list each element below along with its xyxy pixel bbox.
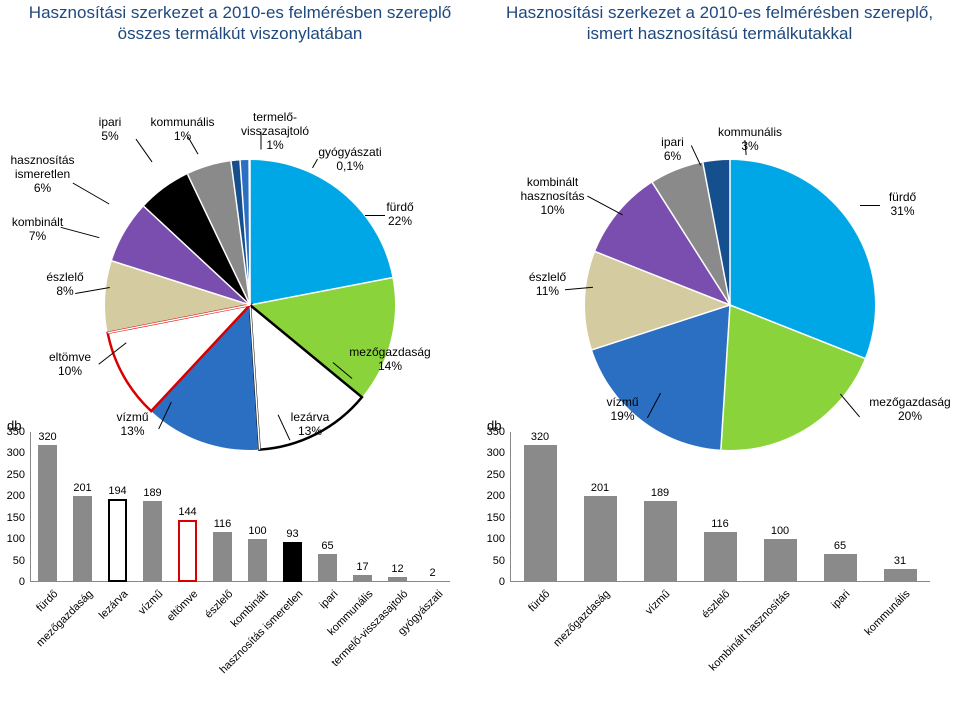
left-pie-wrap: fürdő 22%gyógyászati 0,1%termelő- vissza…	[0, 45, 480, 465]
bar	[248, 539, 267, 582]
bar	[73, 496, 92, 582]
pie-slice-label: eltömve 10%	[35, 350, 105, 379]
bar	[524, 445, 557, 582]
bar	[704, 532, 737, 582]
bar	[108, 499, 127, 582]
left-db-label: db	[7, 418, 21, 434]
pie-slice-label: kommunális 1%	[140, 115, 225, 144]
pie-slice-label: ipari 6%	[650, 135, 695, 164]
left-title: Hasznosítási szerkezet a 2010-es felméré…	[0, 0, 480, 45]
right-bar-chart: 050100150200250300350320fürdő201mezőgazd…	[510, 432, 930, 582]
pie-slice-label: észlelő 11%	[515, 270, 580, 299]
pie-slice-label: mezőgazdaság 20%	[855, 395, 959, 424]
right-pie-wrap: fürdő 31% kommunális 3% ipari 6% kombinált …	[480, 45, 959, 465]
pie-slice-label: hasznosítás ismeretlen 6%	[0, 153, 90, 196]
bar	[884, 569, 917, 582]
left-panel: Hasznosítási szerkezet a 2010-es felméré…	[0, 0, 480, 719]
bar	[584, 496, 617, 582]
pie-slice-label: termelő- visszasajtoló 1%	[225, 110, 325, 153]
bar	[178, 520, 197, 582]
bar	[644, 501, 677, 582]
pie-slice-label: észlelő 8%	[35, 270, 95, 299]
right-panel: Hasznosítási szerkezet a 2010-es felméré…	[480, 0, 959, 719]
pie-slice-label: kommunális 3%	[705, 125, 795, 154]
bar	[38, 445, 57, 582]
pie-slice-label: kombinált hasznosítás 10%	[505, 175, 600, 218]
bar	[764, 539, 797, 582]
left-bar-chart: 050100150200250300350320fürdő201mezőgazd…	[30, 432, 450, 582]
pie-slice-label: vízmű 19%	[595, 395, 650, 424]
bar	[423, 581, 442, 582]
bar	[824, 554, 857, 582]
bar	[388, 577, 407, 582]
right-db-label: db	[487, 418, 501, 434]
bar	[213, 532, 232, 582]
bar	[353, 575, 372, 582]
right-title: Hasznosítási szerkezet a 2010-es felméré…	[480, 0, 959, 45]
bar	[318, 554, 337, 582]
bar	[283, 542, 302, 582]
pie-slice-label: mezőgazdaság 14%	[335, 345, 445, 374]
pie-slice-label: ipari 5%	[85, 115, 135, 144]
bar	[143, 501, 162, 582]
pie-slice-label: fürdő 31%	[875, 190, 930, 219]
